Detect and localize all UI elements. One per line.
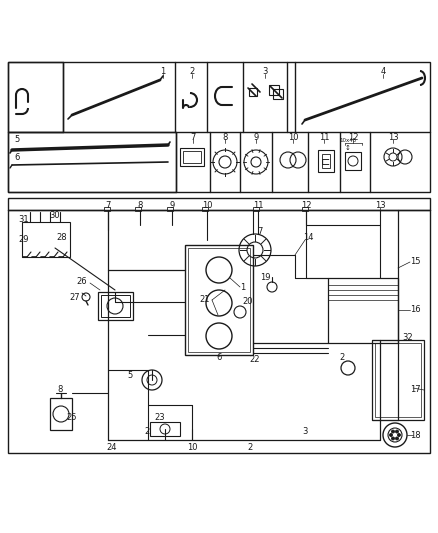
- Circle shape: [392, 430, 395, 433]
- Text: 32: 32: [403, 334, 413, 343]
- Bar: [98, 292, 133, 320]
- Text: 12: 12: [301, 200, 311, 209]
- Bar: [322, 154, 330, 168]
- Text: 7: 7: [257, 228, 263, 237]
- Text: 9: 9: [253, 133, 258, 141]
- Bar: [135, 207, 141, 211]
- Circle shape: [396, 437, 399, 440]
- Bar: [150, 422, 180, 436]
- Text: 7: 7: [105, 200, 111, 209]
- Text: 2: 2: [247, 443, 253, 453]
- Bar: [22, 222, 70, 257]
- Text: 1: 1: [240, 284, 246, 293]
- Text: 2: 2: [189, 68, 194, 77]
- Text: 25: 25: [67, 414, 77, 423]
- Bar: [167, 207, 173, 211]
- Text: 28: 28: [57, 232, 67, 241]
- Bar: [50, 398, 72, 430]
- Text: 21: 21: [200, 295, 210, 304]
- Text: 11: 11: [319, 133, 329, 141]
- Bar: [375, 343, 421, 417]
- Text: 10: 10: [288, 133, 298, 141]
- Text: 13: 13: [388, 133, 398, 141]
- Bar: [8, 132, 176, 192]
- Text: 16: 16: [410, 305, 420, 314]
- Text: 1: 1: [160, 68, 166, 77]
- Bar: [180, 148, 204, 166]
- Text: 7: 7: [191, 133, 196, 141]
- Text: 30: 30: [49, 211, 60, 220]
- Text: 8: 8: [223, 133, 228, 141]
- Text: 26: 26: [77, 278, 87, 287]
- Text: 14: 14: [303, 233, 313, 243]
- Text: 31: 31: [18, 215, 28, 224]
- Bar: [104, 207, 110, 211]
- Text: 19: 19: [260, 273, 270, 282]
- Text: 24: 24: [107, 443, 117, 453]
- Bar: [273, 89, 283, 99]
- Bar: [318, 150, 334, 172]
- Circle shape: [392, 437, 395, 440]
- Bar: [183, 151, 201, 163]
- Circle shape: [389, 433, 392, 437]
- Bar: [269, 85, 279, 95]
- Text: 4: 4: [380, 68, 385, 77]
- Bar: [372, 340, 424, 420]
- Text: 29: 29: [18, 236, 28, 245]
- Text: 13: 13: [374, 200, 385, 209]
- Bar: [8, 62, 63, 132]
- Text: 20: 20: [243, 297, 253, 306]
- Bar: [188, 248, 250, 352]
- Text: 5: 5: [127, 370, 133, 379]
- Bar: [253, 207, 259, 211]
- Bar: [249, 88, 257, 96]
- Text: 18: 18: [410, 431, 420, 440]
- Text: 27: 27: [70, 293, 80, 302]
- Text: ↕: ↕: [345, 145, 351, 151]
- Bar: [202, 207, 208, 211]
- Text: 17: 17: [410, 385, 420, 394]
- Text: 8: 8: [137, 200, 143, 209]
- Text: ⊏: ⊏: [320, 157, 330, 167]
- Text: 6: 6: [14, 154, 19, 163]
- Text: 3: 3: [262, 68, 268, 77]
- Bar: [8, 198, 430, 453]
- Circle shape: [398, 433, 400, 437]
- Text: 9: 9: [170, 200, 175, 209]
- Text: 11: 11: [253, 200, 263, 209]
- Text: 8: 8: [57, 385, 63, 394]
- Text: 23: 23: [155, 414, 165, 423]
- Bar: [8, 62, 430, 192]
- Text: 12: 12: [348, 133, 358, 141]
- Text: 10: 10: [187, 443, 197, 453]
- Bar: [345, 152, 361, 170]
- Text: 10x45: 10x45: [339, 138, 357, 142]
- Text: 10: 10: [202, 200, 212, 209]
- Bar: [328, 278, 398, 343]
- Text: 2: 2: [145, 427, 150, 437]
- Bar: [185, 245, 253, 355]
- Text: 2: 2: [339, 353, 345, 362]
- Circle shape: [396, 430, 399, 433]
- Text: 5: 5: [14, 135, 19, 144]
- Bar: [302, 207, 308, 211]
- Text: 15: 15: [410, 257, 420, 266]
- Bar: [101, 295, 130, 317]
- Text: 22: 22: [250, 356, 260, 365]
- Text: 6: 6: [216, 353, 222, 362]
- Text: 3: 3: [302, 427, 307, 437]
